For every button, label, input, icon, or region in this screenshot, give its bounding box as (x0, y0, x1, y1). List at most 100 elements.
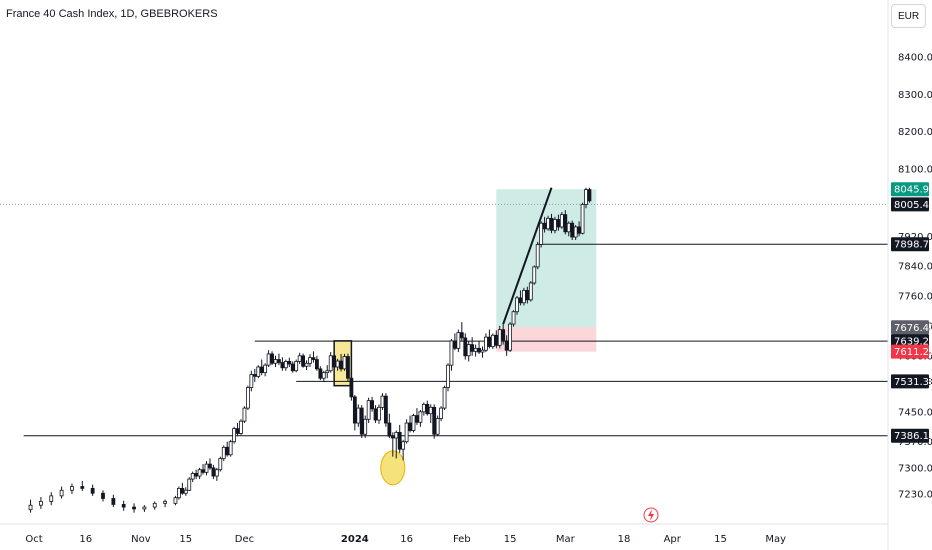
price-tick-label: 7300.00 (898, 463, 932, 474)
candle (428, 404, 433, 424)
time-tick-label: 15 (179, 534, 192, 545)
candle (235, 423, 240, 437)
position-stop-zone[interactable] (496, 327, 597, 352)
price-tick-label: 8400.00 (898, 53, 932, 64)
time-tick-label: Apr (664, 534, 682, 545)
candle (208, 458, 212, 470)
candle (452, 333, 457, 351)
time-tick-label: Mar (556, 534, 576, 545)
candle (408, 415, 412, 433)
price-tag: 8045.96 (891, 182, 932, 197)
candle (328, 352, 333, 373)
candle (366, 397, 371, 424)
price-tick-label: 8200.00 (898, 127, 932, 138)
candle (339, 353, 343, 372)
candle (546, 215, 550, 231)
candle (197, 467, 202, 480)
candle (163, 499, 168, 508)
svg-text:7898.74: 7898.74 (894, 240, 932, 251)
candle (321, 370, 326, 382)
candle (342, 353, 347, 371)
candle (39, 496, 43, 509)
candle (522, 287, 526, 306)
candle (142, 505, 147, 512)
time-tick-label: 16 (79, 534, 92, 545)
candle (497, 325, 502, 349)
price-tick-label: 7230.00 (898, 490, 932, 501)
candle (515, 296, 519, 315)
chart-title: France 40 Cash Index, 1D, GBEBROKERS (6, 8, 218, 20)
time-tick-label: 2024 (341, 534, 369, 545)
candle (532, 265, 537, 285)
candle (559, 212, 564, 229)
candle (463, 333, 468, 360)
candle (494, 330, 499, 349)
lightning-icon[interactable] (643, 507, 659, 523)
candle (335, 358, 340, 371)
candle (308, 354, 312, 368)
time-tick-label: Feb (453, 534, 471, 545)
time-tick-label: 15 (714, 534, 727, 545)
candle (263, 363, 268, 377)
candle (573, 225, 578, 241)
candle (180, 482, 185, 495)
candle (101, 490, 105, 502)
candle (525, 286, 530, 304)
candle (373, 405, 378, 424)
candle (287, 357, 292, 368)
candle (270, 351, 274, 366)
candle (294, 359, 299, 373)
candle (311, 351, 316, 363)
candle (480, 346, 485, 358)
candle (394, 430, 399, 459)
candle (446, 363, 450, 392)
candle (187, 477, 192, 492)
candle (501, 324, 506, 345)
time-tick-label: Oct (25, 534, 42, 545)
price-tag: 7676.40 (891, 320, 932, 335)
candle (404, 419, 409, 444)
candle (242, 406, 247, 424)
time-tick-label: 15 (504, 534, 517, 545)
candle (204, 461, 209, 476)
price-tick-label: 8300.00 (898, 90, 932, 101)
candle (332, 351, 337, 369)
candle (245, 385, 250, 410)
candle (415, 408, 419, 425)
candle (580, 202, 585, 235)
candle (504, 335, 509, 356)
price-tick-label: 7450.00 (898, 407, 932, 418)
candle (466, 340, 471, 362)
trendline[interactable] (502, 187, 553, 325)
candle (59, 486, 64, 499)
candle (432, 404, 437, 439)
candle (290, 361, 295, 373)
candle (356, 404, 361, 427)
candle (359, 405, 364, 438)
candle (70, 483, 74, 494)
candle (508, 322, 513, 353)
candle (570, 220, 575, 241)
price-tag: 7611.22 (891, 344, 932, 359)
candle (487, 329, 492, 349)
price-tick-label: 7370.00 (898, 437, 932, 448)
candle (252, 368, 257, 382)
candle (421, 402, 426, 416)
candle (121, 500, 126, 511)
candle (380, 393, 385, 410)
candle (511, 310, 516, 327)
candle (456, 329, 461, 353)
price-tag: 7531.38 (891, 374, 932, 389)
candle (566, 221, 571, 237)
candle (411, 413, 416, 433)
position-target-zone[interactable] (496, 189, 597, 328)
time-tick-label: Dec (235, 534, 254, 545)
candle (111, 494, 116, 508)
candle (314, 355, 319, 371)
candle (194, 469, 199, 480)
currency-button[interactable]: EUR (891, 4, 926, 28)
candle (535, 241, 540, 270)
candle (484, 333, 488, 353)
candle (553, 216, 557, 234)
